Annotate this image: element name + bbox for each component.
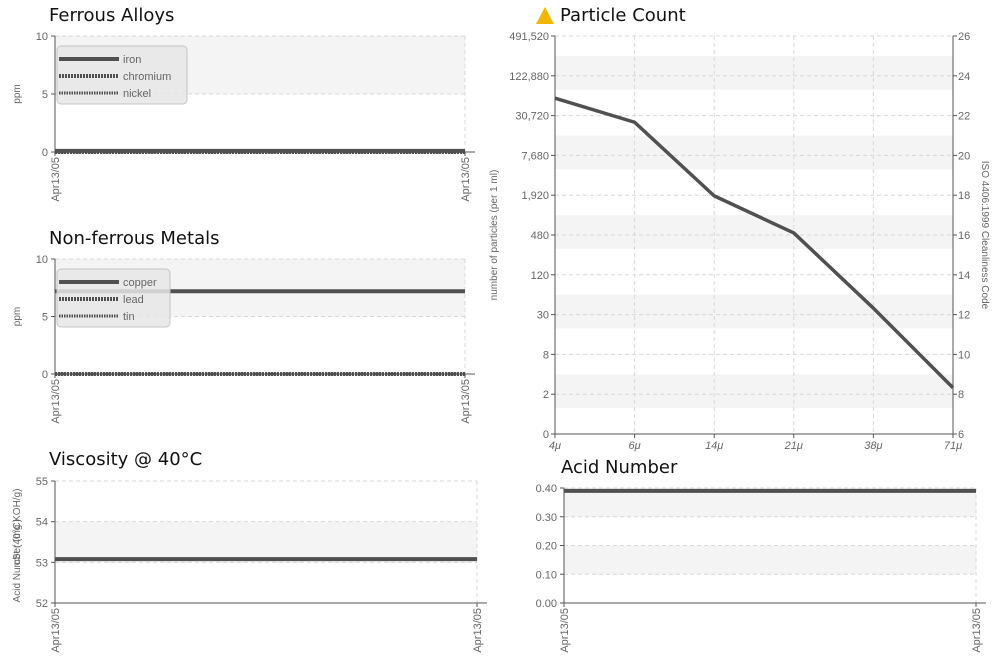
ferrous-y-tick-label: 10 [36,31,48,43]
nonferrous-y-tick-label: 10 [36,254,48,266]
viscosity-y-tick-label: 52 [36,598,48,610]
particle-y-tick-label: 0 [543,429,549,441]
particle-y2-tick-label: 10 [958,349,970,361]
particle-y-tick-label: 480 [531,230,549,242]
acid-y-tick-label: 0.30 [536,512,557,524]
warning-triangle-icon[interactable] [536,7,554,24]
viscosity-y-tick-label: 55 [36,476,48,488]
acid-y-tick-label: 0.40 [536,483,557,495]
chart-title-acid: Acid Number [561,457,678,478]
acid-y-tick-label: 0.00 [536,598,557,610]
ferrous-y-tick-label: 5 [42,89,48,101]
particle-y-tick-label: 1,920 [521,190,549,202]
particle-y-tick-label: 30,720 [515,111,549,123]
viscosity-x-tick-label: Apr13/05 [472,608,484,653]
particle-series-line [554,96,955,390]
particle-y2-tick-label: 24 [958,71,970,83]
particle-y2-tick-label: 14 [958,270,970,282]
particle-y2-axis-title: ISO 4406:1999 Cleanliness Code [979,161,990,310]
particle-band [555,55,953,90]
particle-x-tick-label: 21μ [784,440,803,452]
viscosity-y-tick-label: 53 [36,557,48,569]
ferrous-legend-label-iron: iron [123,54,141,66]
chart-title-ferrous: Ferrous Alloys [49,5,175,26]
particle-y-tick-label: 7,680 [521,150,549,162]
nonferrous-legend-label-lead: lead [123,294,144,306]
nonferrous-y-axis-title: ppm [12,307,23,326]
viscosity-y-tick-label: 54 [36,517,48,529]
particle-y2-tick-label: 22 [958,111,970,123]
nonferrous-y-tick-label: 0 [42,369,48,381]
nonferrous-x-tick-label: Apr13/05 [460,379,472,424]
chart-title-viscosity: Viscosity @ 40°C [49,449,203,470]
acid-y-tick-label: 0.10 [536,569,557,581]
particle-band [555,135,953,170]
acid-y-axis-title: Acid Number (mg KOH/g) [12,489,23,603]
nonferrous-y-tick-label: 5 [42,312,48,324]
particle-y2-tick-label: 26 [958,31,970,43]
chart-title-particle: Particle Count [560,5,686,26]
particle-x-tick-label: 6μ [629,440,641,452]
particle-band [555,294,953,329]
particle-x-tick-label: 71μ [944,440,962,452]
particle-x-tick-label: 38μ [864,440,882,452]
particle-y2-tick-label: 6 [958,429,964,441]
nonferrous-x-tick-label: Apr13/05 [50,379,62,424]
viscosity-x-tick-label: Apr13/05 [50,608,62,653]
chart-title-nonferrous: Non-ferrous Metals [49,228,220,249]
acid-y-tick-label: 0.20 [536,541,557,553]
particle-y2-tick-label: 12 [958,310,970,322]
acid-x-tick-label: Apr13/05 [971,608,983,653]
particle-y-tick-label: 122,880 [509,71,549,83]
particle-x-tick-label: 4μ [549,440,561,452]
nonferrous-legend-label-tin: tin [123,311,135,323]
ferrous-x-tick-label: Apr13/05 [50,157,62,202]
acid-x-tick-label: Apr13/05 [559,608,571,653]
particle-y2-tick-label: 16 [958,230,970,242]
particle-y2-tick-label: 20 [958,150,970,162]
viscosity-band [55,521,477,563]
particle-y-tick-label: 8 [543,349,549,361]
particle-band [555,374,953,409]
particle-y-tick-label: 491,520 [509,31,549,43]
ferrous-y-tick-label: 0 [42,147,48,159]
viscosity-y-axis-title: cSt (40°C) [12,519,23,565]
acid-band [564,545,976,575]
particle-band [555,215,953,249]
particle-y-tick-label: 2 [543,389,549,401]
particle-y2-tick-label: 18 [958,190,970,202]
particle-y2-tick-label: 8 [958,389,964,401]
ferrous-y-axis-title: ppm [12,84,23,103]
particle-x-tick-label: 14μ [705,440,723,452]
ferrous-legend-label-nickel: nickel [123,88,151,100]
ferrous-legend-label-chromium: chromium [123,71,171,83]
particle-y-tick-label: 30 [537,310,549,322]
particle-y-axis-title: number of particles (per 1 ml) [489,170,500,301]
particle-y-tick-label: 120 [531,270,549,282]
nonferrous-legend-label-copper: copper [123,277,157,289]
ferrous-x-tick-label: Apr13/05 [460,157,472,202]
